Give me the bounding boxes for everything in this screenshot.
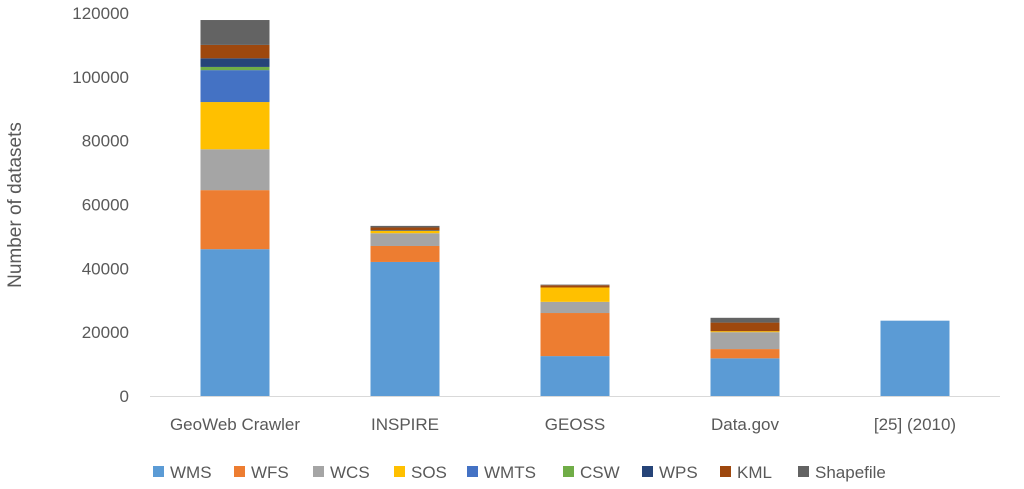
legend-label-wmts: WMTS — [484, 463, 536, 482]
bar-segment-kml-1 — [370, 227, 440, 231]
legend-swatch-shapefile — [798, 466, 809, 477]
bar-segment-wfs-2 — [540, 313, 610, 357]
legend-swatch-kml — [720, 466, 731, 477]
category-label: [25] (2010) — [874, 415, 956, 434]
legend-label-wcs: WCS — [330, 463, 370, 482]
legend-label-wps: WPS — [659, 463, 698, 482]
category-label: INSPIRE — [371, 415, 439, 434]
bar-segment-wms-3 — [710, 358, 780, 396]
bar-segment-kml-3 — [710, 322, 780, 332]
legend-swatch-sos — [394, 466, 405, 477]
y-tick-label: 100000 — [72, 68, 129, 87]
legend-swatch-wfs — [234, 466, 245, 477]
bar-segment-shapefile-1 — [370, 225, 440, 228]
bar-segment-wcs-2 — [540, 301, 610, 314]
bar-segment-kml-0 — [200, 44, 270, 59]
legend-label-kml: KML — [737, 463, 772, 482]
bar-segment-wfs-1 — [370, 245, 440, 262]
bar-segment-wms-4 — [880, 320, 950, 396]
y-axis-ticks: 0 20000 40000 60000 80000 100000 120000 — [72, 4, 129, 406]
bar-segment-wcs-1 — [370, 233, 440, 246]
legend-swatch-wms — [153, 466, 164, 477]
bar-segment-wmts-0 — [200, 70, 270, 103]
legend-swatch-wcs — [313, 466, 324, 477]
bar-segment-sos-3 — [710, 331, 780, 333]
bar-segment-wfs-3 — [710, 349, 780, 359]
bar-segment-wcs-0 — [200, 149, 270, 191]
y-tick-label: 80000 — [82, 132, 129, 151]
legend-label-sos: SOS — [411, 463, 447, 482]
bar-segment-shapefile-2 — [540, 284, 610, 286]
x-axis-categories: GeoWeb Crawler INSPIRE GEOSS Data.gov [25] (… — [170, 415, 956, 434]
legend-label-shapefile: Shapefile — [815, 463, 886, 482]
y-tick-label: 0 — [120, 387, 129, 406]
bar-segment-wms-0 — [200, 249, 270, 396]
bar-segment-sos-2 — [540, 287, 610, 302]
bar-segment-sos-0 — [200, 102, 270, 150]
bar-segment-csw-0 — [200, 66, 270, 71]
bar-segment-wfs-0 — [200, 190, 270, 250]
y-tick-label: 40000 — [82, 259, 129, 278]
bar-segment-wcs-3 — [710, 332, 780, 350]
legend-swatch-wmts — [467, 466, 478, 477]
bar-segment-wps-0 — [200, 58, 270, 67]
legend-swatch-csw — [563, 466, 574, 477]
legend-swatch-wps — [642, 466, 653, 477]
legend: WMS WFS WCS SOS WMTS CSW WPS KML Shapefile — [153, 463, 886, 482]
legend-label-wms: WMS — [170, 463, 212, 482]
y-tick-label: 20000 — [82, 323, 129, 342]
bar-segment-wps-1 — [370, 230, 440, 231]
y-tick-label: 120000 — [72, 4, 129, 23]
category-label: GeoWeb Crawler — [170, 415, 300, 434]
y-axis-label: Number of datasets — [5, 122, 26, 288]
y-tick-label: 60000 — [82, 196, 129, 215]
bar-segment-kml-2 — [540, 285, 610, 288]
legend-label-wfs: WFS — [251, 463, 289, 482]
category-label: GEOSS — [545, 415, 605, 434]
bar-segment-wms-1 — [370, 261, 440, 396]
bar-segment-wms-2 — [540, 356, 610, 396]
bar-segment-shapefile-3 — [710, 317, 780, 323]
bar-stacks — [200, 20, 950, 396]
category-label: Data.gov — [711, 415, 780, 434]
bar-segment-sos-1 — [370, 230, 440, 234]
legend-label-csw: CSW — [580, 463, 620, 482]
bar-segment-shapefile-0 — [200, 20, 270, 45]
